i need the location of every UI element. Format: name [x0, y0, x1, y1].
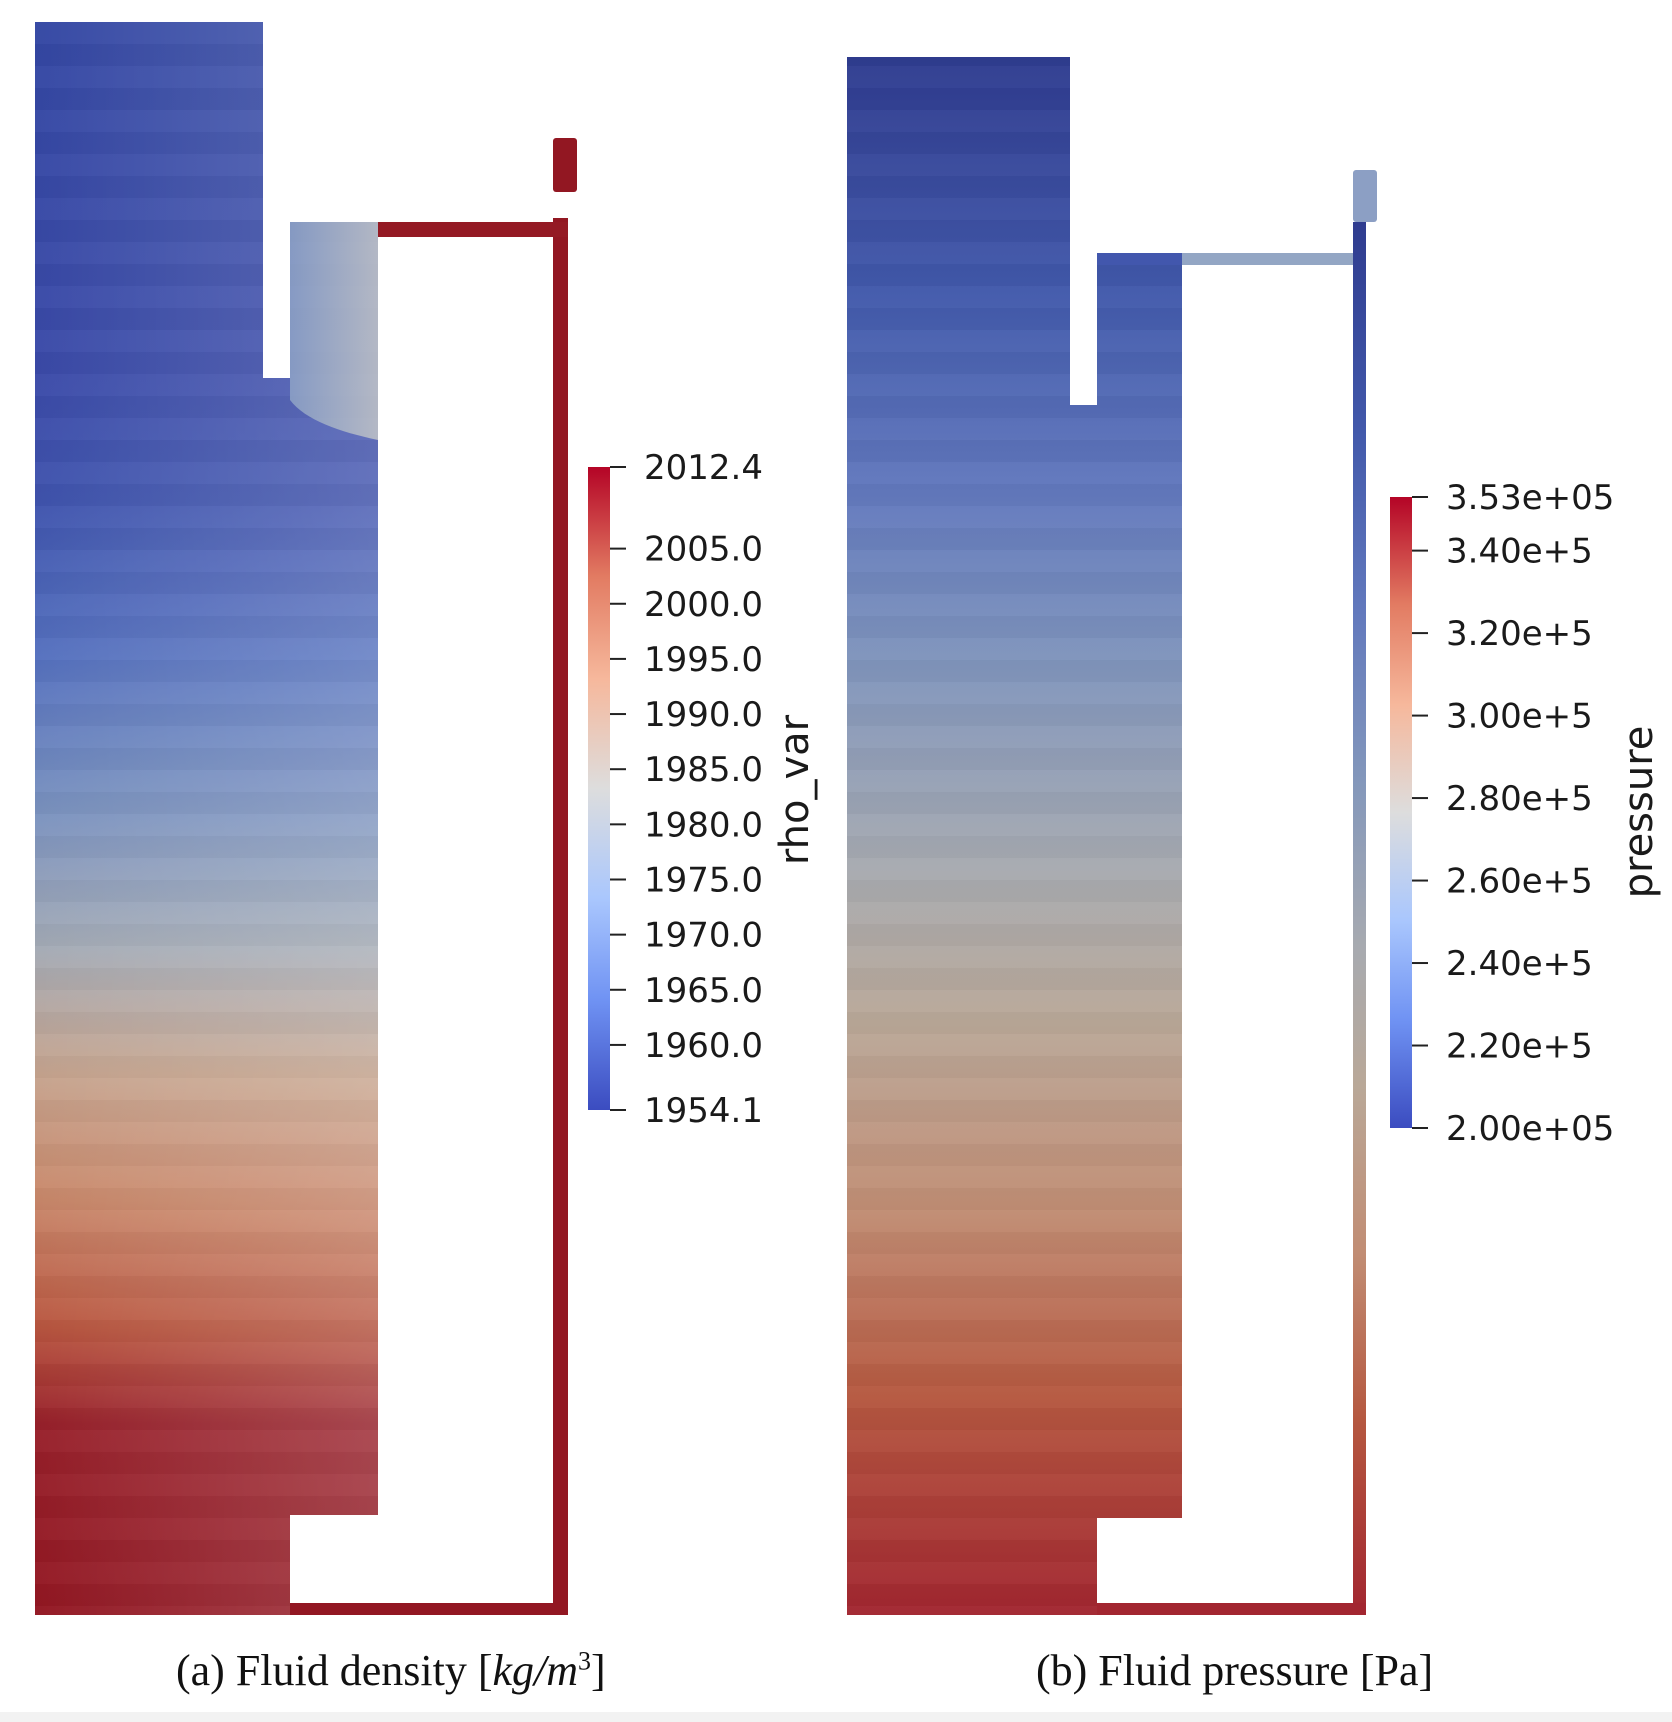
pressure-colorbar-tick-label: 3.20e+5: [1446, 614, 1593, 654]
density-colorbar-tick-label: 1980.0: [644, 805, 763, 845]
pressure-colorbar-tick-label: 3.40e+5: [1446, 532, 1593, 572]
density-colorbar: 2012.4 2005.0 2000.0 1995.0 1990.0 1985.0 1980…: [588, 448, 818, 1131]
pressure-top-pipe: [1182, 253, 1354, 265]
caption-density-prefix: (a) Fluid density [: [176, 1646, 493, 1695]
caption-density: (a) Fluid density [kg/m3]: [176, 1645, 606, 1696]
caption-pressure-text: (b) Fluid pressure [Pa]: [1036, 1646, 1434, 1695]
pressure-bottom-channel: [1097, 1603, 1366, 1615]
pressure-colorbar-tick-label: 3.00e+5: [1446, 697, 1593, 737]
density-colorbar-tick-label: 2012.4: [644, 448, 763, 488]
caption-density-suffix: ]: [591, 1646, 606, 1695]
pressure-field: [847, 57, 1377, 1615]
density-colorbar-tick-label: 1965.0: [644, 971, 763, 1011]
density-colorbar-tick-label: 1954.1: [644, 1091, 763, 1131]
density-colorbar-tick-label: 1960.0: [644, 1026, 763, 1066]
density-colorbar-tick-label: 2000.0: [644, 585, 763, 625]
density-colorbar-gradient: [588, 467, 610, 1110]
pressure-colorbar-title: pressure: [1616, 726, 1662, 899]
density-top-pipe: [378, 222, 568, 237]
pressure-colorbar-tick-label: 3.53e+05: [1446, 478, 1614, 518]
caption-pressure: (b) Fluid pressure [Pa]: [1036, 1645, 1433, 1696]
pressure-outlet: [1353, 170, 1377, 222]
pressure-colorbar-gradient: [1390, 497, 1412, 1128]
pressure-colorbar-tick-label: 2.60e+5: [1446, 862, 1593, 902]
density-colorbar-tick-label: 1995.0: [644, 640, 763, 680]
density-colorbar-tick-label: 1970.0: [644, 916, 763, 956]
density-colorbar-tick-label: 2005.0: [644, 530, 763, 570]
density-field: [35, 22, 577, 1615]
bottom-strip: [0, 1712, 1672, 1722]
density-colorbar-tick-label: 1975.0: [644, 860, 763, 900]
density-colorbar-tick-label: 1985.0: [644, 750, 763, 790]
caption-density-unit-kg: kg: [492, 1646, 535, 1695]
pressure-colorbar-tick-label: 2.00e+05: [1446, 1109, 1614, 1149]
density-colorbar-ticks: 2012.4 2005.0 2000.0 1995.0 1990.0 1985.0 1980…: [610, 448, 763, 1131]
pressure-return-channel: [1353, 222, 1366, 1615]
caption-density-unit-m: /m: [534, 1646, 579, 1695]
pressure-colorbar-tick-label: 2.40e+5: [1446, 944, 1593, 984]
pressure-colorbar-tick-label: 2.80e+5: [1446, 779, 1593, 819]
pressure-colorbar-tick-label: 2.20e+5: [1446, 1027, 1593, 1067]
pressure-colorbar: 3.53e+05 3.40e+5 3.20e+5 3.00e+5 2.80e+5 2.60…: [1390, 478, 1662, 1149]
caption-density-unit-exp: 3: [578, 1646, 592, 1676]
density-colorbar-tick-label: 1990.0: [644, 695, 763, 735]
pressure-colorbar-ticks: 3.53e+05 3.40e+5 3.20e+5 3.00e+5 2.80e+5 2.60…: [1412, 478, 1614, 1149]
density-cup-region: [290, 222, 378, 440]
density-return-channel: [553, 218, 568, 1615]
density-outlet: [553, 138, 577, 192]
density-bottom-channel: [290, 1603, 568, 1615]
density-colorbar-title: rho_var: [772, 714, 818, 865]
